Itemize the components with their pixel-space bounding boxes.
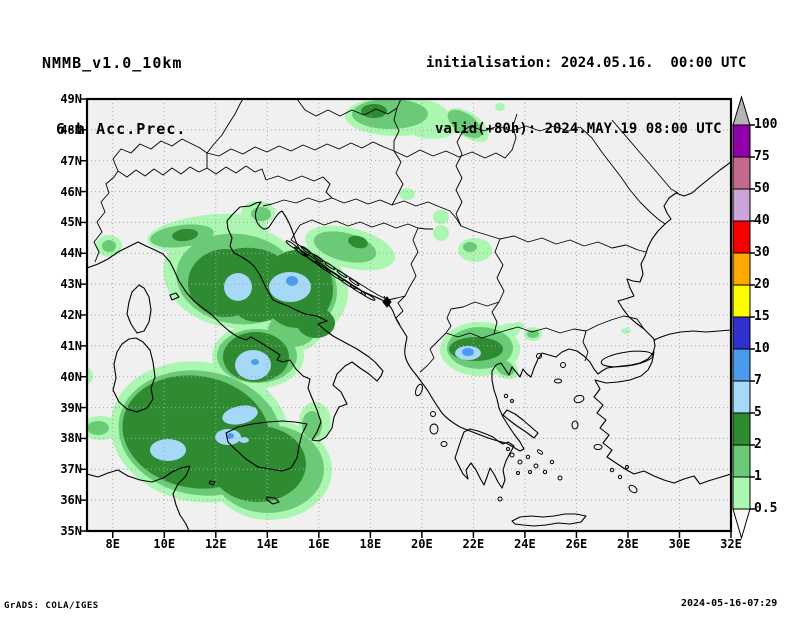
precipitation-layer: [87, 99, 631, 520]
lat-tick-35N: 35N: [60, 523, 82, 538]
colorbar-segment-6: [732, 316, 751, 350]
lon-tick-22E: 22E: [462, 537, 485, 551]
sardinia-coastline: [112, 337, 156, 413]
adriatic-balkan-greece-coastline: [254, 201, 731, 452]
colorbar-segment-7: [732, 348, 751, 382]
crete-island: [511, 513, 587, 527]
malta-island: [208, 480, 280, 505]
colorbar-label-15: 15: [754, 309, 770, 324]
model-title: NMMB_v1.0_10km: [42, 54, 183, 72]
colorbar-segment-2: [732, 188, 751, 222]
elba-island: [169, 292, 180, 301]
sicily-coastline: [225, 420, 308, 472]
init-time-line: initialisation: 2024.05.16. 00:00 UTC: [426, 55, 747, 71]
lat-tick-46N: 46N: [60, 184, 82, 199]
lat-tick-37N: 37N: [60, 462, 82, 477]
graticule-layer: [87, 99, 731, 531]
lat-tick-48N: 48N: [60, 122, 82, 137]
black-sea-coastline: [617, 161, 731, 341]
precip-light-blue: [150, 272, 481, 461]
aegean-ionian-islands: [415, 353, 638, 502]
colorbar-segment-8: [732, 380, 751, 414]
euboea-island: [502, 409, 539, 439]
lon-tick-14E: 14E: [256, 537, 279, 551]
colorbar-segment-10: [732, 444, 751, 478]
lon-tick-10E: 10E: [153, 537, 176, 551]
anatolia-aegean-coastline: [593, 351, 731, 485]
lon-tick-24E: 24E: [514, 537, 536, 551]
sea-of-marmara: [600, 350, 654, 368]
axis-ticks: [80, 98, 732, 538]
lat-tick-40N: 40N: [60, 369, 82, 384]
lat-tick-45N: 45N: [60, 215, 82, 230]
grads-credit: GrADS: COLA/IGES: [4, 601, 99, 611]
lon-tick-12E: 12E: [204, 537, 227, 551]
colorbar-label-75: 75: [754, 149, 770, 164]
tunisia-coastline: [87, 465, 191, 531]
station-marker: [382, 295, 392, 308]
colorbar-segment-5: [732, 284, 751, 318]
colorbar-label-100: 100: [754, 117, 778, 132]
lon-tick-26E: 26E: [565, 537, 588, 551]
country-borders-layer: [93, 99, 679, 373]
lon-tick-30E: 30E: [668, 537, 691, 551]
colorbar-under-arrow: [732, 508, 751, 540]
lat-tick-47N: 47N: [60, 153, 82, 168]
lat-tick-39N: 39N: [60, 400, 82, 415]
colorbar-label-50: 50: [754, 181, 770, 196]
colorbar-segment-4: [732, 252, 751, 286]
title-block: NMMB_v1.0_10km 6-h Acc.Prec.: [42, 8, 186, 184]
lat-tick-44N: 44N: [60, 246, 82, 261]
italy-coastline: [87, 201, 384, 442]
time-block: initialisation: 2024.05.16. 00:00 UTC va…: [426, 8, 746, 184]
lat-tick-42N: 42N: [60, 307, 82, 322]
colorbar-label-7: 7: [754, 373, 762, 388]
colorbar-label-2: 2: [754, 437, 762, 452]
colorbar: [732, 95, 755, 540]
colorbar-segment-11: [732, 476, 751, 510]
lat-tick-41N: 41N: [60, 338, 82, 353]
valid-time-line: valid(+80h): 2024.MAY.19 08:00 UTC: [435, 121, 722, 137]
colorbar-segment-9: [732, 412, 751, 446]
colorbar-label-10: 10: [754, 341, 770, 356]
colorbar-label-20: 20: [754, 277, 770, 292]
lat-tick-49N: 49N: [60, 92, 82, 106]
colorbar-label-0.5: 0.5: [754, 501, 778, 516]
lat-tick-43N: 43N: [60, 277, 82, 292]
colorbar-label-1: 1: [754, 469, 762, 484]
lon-tick-28E: 28E: [617, 537, 639, 551]
lon-tick-32E: 32E: [720, 537, 742, 551]
colorbar-label-40: 40: [754, 213, 770, 228]
colorbar-label-30: 30: [754, 245, 770, 260]
lon-tick-20E: 20E: [411, 537, 433, 551]
lon-tick-8E: 8E: [105, 537, 120, 551]
precip-medium-blue: [226, 276, 474, 439]
colorbar-label-5: 5: [754, 405, 762, 420]
corsica-coastline: [126, 284, 152, 334]
colorbar-segment-3: [732, 220, 751, 254]
lon-tick-18E: 18E: [359, 537, 382, 551]
lon-tick-16E: 16E: [307, 537, 330, 551]
lat-tick-38N: 38N: [60, 431, 82, 446]
product-title: 6-h Acc.Prec.: [56, 120, 187, 138]
creation-timestamp: 2024-05-16-07:29: [681, 598, 778, 609]
lat-tick-36N: 36N: [60, 493, 82, 508]
peloponnese-coastline: [454, 428, 515, 489]
coastlines-layer: [87, 161, 731, 531]
